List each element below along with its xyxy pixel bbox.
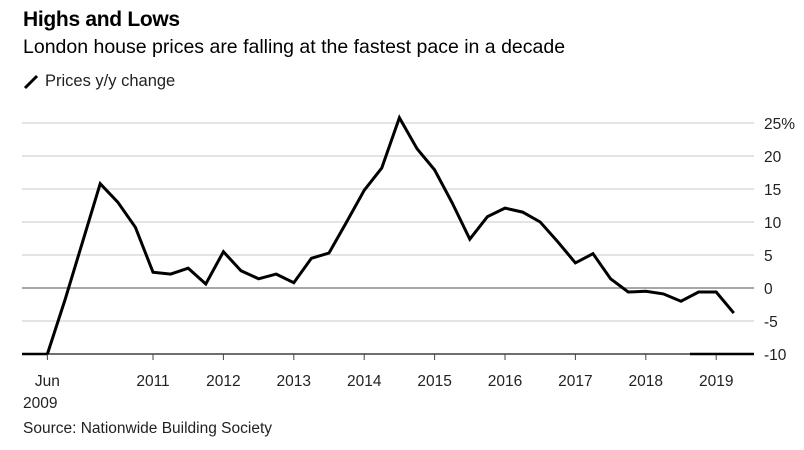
x-tick-label: 2011: [136, 373, 169, 390]
series-line-prices-yy-change: [45, 114, 735, 355]
x-axis: Jun 2009 2011 2012 2013 2014 2015 2016 2017 2018 2…: [22, 353, 754, 412]
x-tick-label: 2019: [699, 373, 733, 390]
x-tick-label: 2013: [277, 373, 311, 390]
x-tick-label: 2018: [629, 373, 663, 390]
legend: Prices y/y change: [23, 72, 175, 91]
chart-subtitle: London house prices are falling at the f…: [23, 36, 566, 58]
legend-line-icon: [23, 74, 39, 89]
y-tick-label: -10: [764, 347, 787, 364]
y-tick-label: 15: [764, 182, 781, 199]
x-tick-label: 2009: [23, 395, 57, 412]
series-layer: [22, 114, 754, 356]
source-note: Source: Nationwide Building Society: [23, 420, 272, 437]
x-tick-label: 2016: [488, 373, 522, 390]
x-tick-label: 2012: [206, 373, 240, 390]
x-tick-label: 2015: [417, 373, 451, 390]
y-tick-label: 5: [764, 248, 773, 265]
x-tick-label: 2017: [558, 373, 592, 390]
y-axis-labels: 25% 20 15 10 5 0 -5 -10: [764, 116, 795, 364]
y-tick-label: 10: [764, 215, 782, 232]
x-tick-label: 2014: [347, 373, 382, 390]
y-tick-label: 25%: [764, 116, 795, 133]
x-tick-label: Jun: [35, 373, 60, 390]
chart-title: Highs and Lows: [23, 8, 180, 31]
y-tick-label: 0: [764, 281, 773, 298]
legend-label: Prices y/y change: [45, 72, 176, 90]
y-tick-label: -5: [764, 314, 778, 331]
gridlines: [22, 122, 754, 322]
y-tick-label: 20: [764, 149, 782, 166]
